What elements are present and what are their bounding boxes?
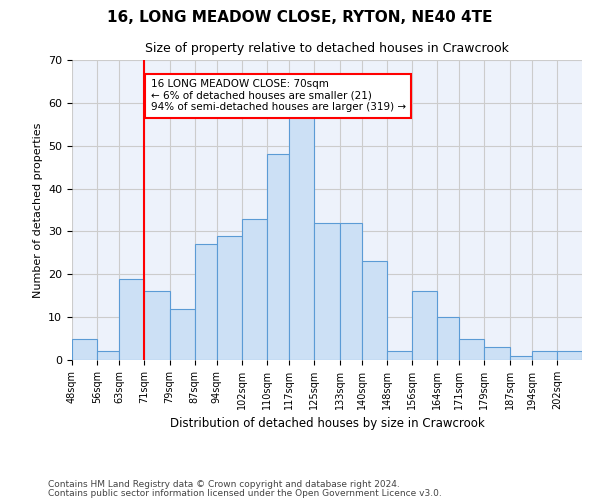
Bar (267, 154, 289, 360)
Bar (119, 278, 145, 360)
Text: Contains public sector information licensed under the Open Government Licence v3: Contains public sector information licen… (48, 488, 442, 498)
Bar (459, 338, 484, 360)
Bar (437, 317, 459, 360)
Title: Size of property relative to detached houses in Crawcrook: Size of property relative to detached ho… (145, 42, 509, 54)
Bar (145, 292, 170, 360)
Bar (412, 292, 437, 360)
Bar (170, 308, 195, 360)
Bar (314, 223, 340, 360)
Text: 16, LONG MEADOW CLOSE, RYTON, NE40 4TE: 16, LONG MEADOW CLOSE, RYTON, NE40 4TE (107, 10, 493, 25)
Bar (289, 116, 314, 360)
Bar (242, 218, 267, 360)
Bar (217, 236, 242, 360)
Bar (362, 262, 387, 360)
Y-axis label: Number of detached properties: Number of detached properties (32, 122, 43, 298)
Bar (532, 352, 557, 360)
Bar (340, 223, 362, 360)
Bar (195, 244, 217, 360)
Text: 16 LONG MEADOW CLOSE: 70sqm
← 6% of detached houses are smaller (21)
94% of semi: 16 LONG MEADOW CLOSE: 70sqm ← 6% of deta… (151, 80, 406, 112)
Bar (72, 338, 97, 360)
Text: Contains HM Land Registry data © Crown copyright and database right 2024.: Contains HM Land Registry data © Crown c… (48, 480, 400, 489)
X-axis label: Distribution of detached houses by size in Crawcrook: Distribution of detached houses by size … (170, 418, 484, 430)
Bar (509, 356, 532, 360)
Bar (484, 347, 509, 360)
Bar (387, 352, 412, 360)
Bar (97, 352, 119, 360)
Bar (557, 352, 582, 360)
